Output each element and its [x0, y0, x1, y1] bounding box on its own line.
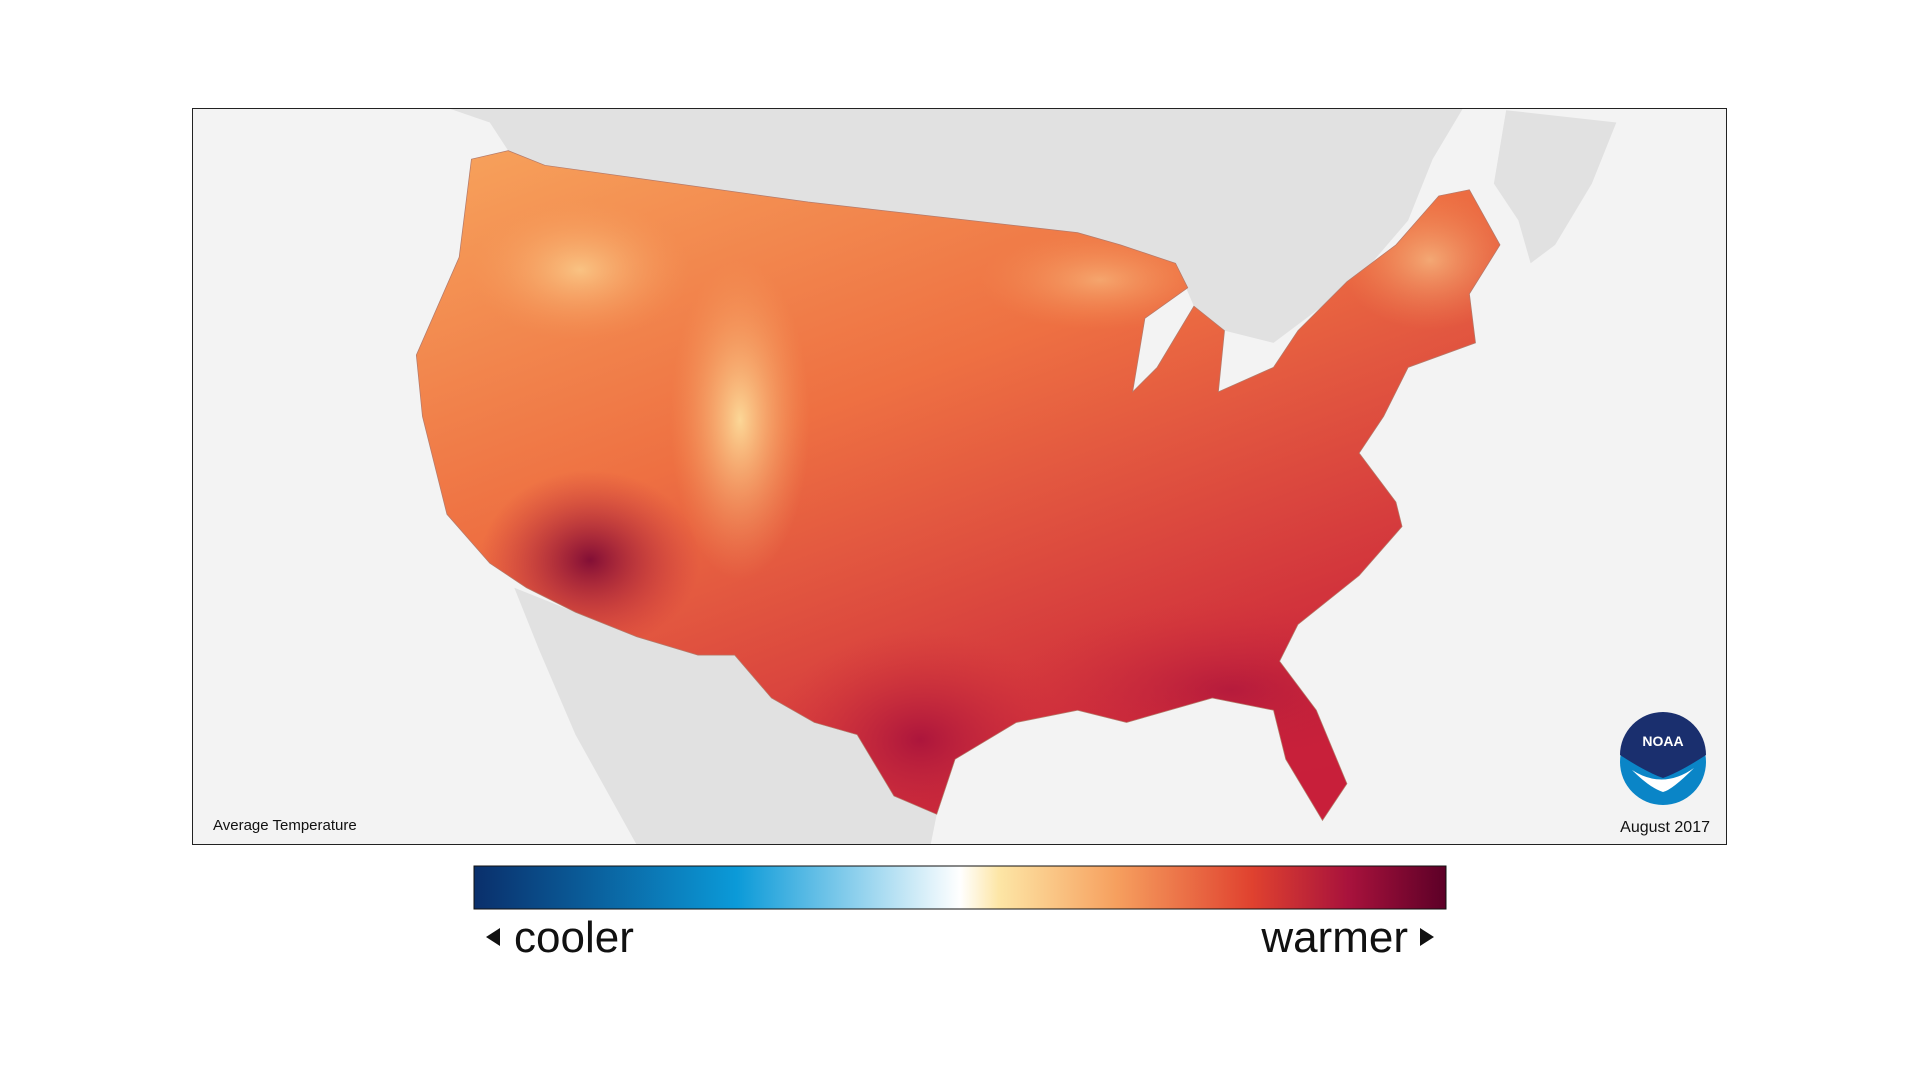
map-date: August 2017: [1620, 819, 1710, 836]
land-outlines: [447, 108, 1617, 845]
legend-high: warmer: [1260, 913, 1408, 962]
noaa-logo: NOAA: [1620, 712, 1706, 805]
map-frame: [192, 108, 1727, 845]
color-scale: [473, 865, 1447, 910]
legend-low: cooler: [514, 913, 634, 962]
cooler-arrow: [486, 928, 500, 946]
map-caption: Average Temperature: [213, 817, 357, 834]
warmer-arrow: [1420, 928, 1434, 946]
logo-text: NOAA: [1642, 733, 1683, 749]
